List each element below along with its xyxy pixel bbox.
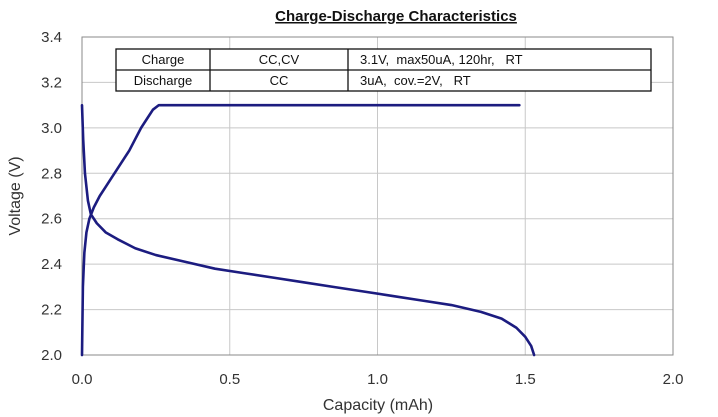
y-tick-label: 3.2 [41,74,62,91]
y-tick-label: 2.2 [41,302,62,319]
x-tick-label: 1.0 [367,371,388,388]
chart-title: Charge-Discharge Characteristics [275,8,517,25]
condition-params-cell: 3.1V, max50uA, 120hr, RT [360,52,523,67]
charge-curve [80,103,521,357]
condition-params-cell: 3uA, cov.=2V, RT [360,73,471,88]
y-tick-label: 2.0 [41,347,62,364]
x-axis-title: Capacity (mAh) [323,397,433,414]
y-tick-label: 3.4 [41,29,62,46]
y-tick-label: 3.0 [41,120,62,137]
condition-method-cell: CC,CV [259,52,300,67]
x-tick-label: 0.5 [219,371,240,388]
x-tick-label: 0.0 [72,371,93,388]
x-axis-ticks: 0.0 0.5 1.0 1.5 2.0 [72,371,684,388]
plot-area [81,36,674,356]
y-tick-label: 2.4 [41,256,62,273]
series-layer [80,103,536,357]
x-tick-label: 2.0 [663,371,684,388]
discharge-curve [80,103,536,357]
conditions-table: Charge CC,CV 3.1V, max50uA, 120hr, RT Disch… [115,48,652,92]
condition-mode-cell: Discharge [134,73,193,88]
condition-mode-cell: Charge [142,52,185,67]
y-axis-title: Voltage (V) [7,156,24,235]
y-axis-ticks: 2.0 2.2 2.4 2.6 2.8 3.0 3.2 3.4 [41,29,62,364]
y-tick-label: 2.6 [41,211,62,228]
y-tick-label: 2.8 [41,165,62,182]
x-tick-label: 1.5 [515,371,536,388]
condition-method-cell: CC [270,73,289,88]
